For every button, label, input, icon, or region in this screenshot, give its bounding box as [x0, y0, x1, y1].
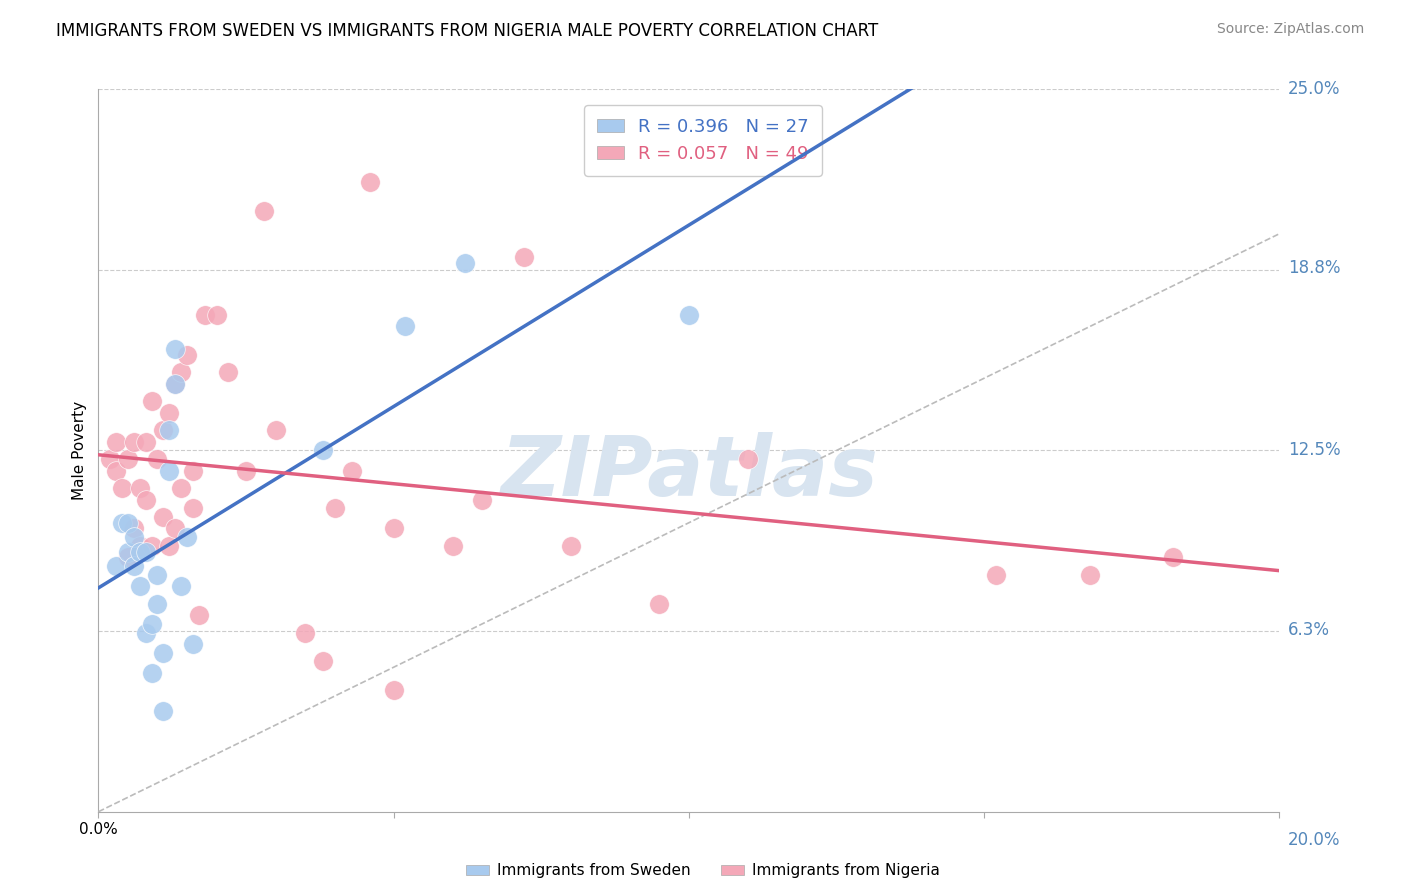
Point	[294, 625, 316, 640]
Point	[128, 481, 150, 495]
Point	[382, 683, 405, 698]
Text: 25.0%: 25.0%	[1288, 80, 1340, 98]
Point	[157, 464, 180, 478]
Point	[117, 452, 139, 467]
Point	[678, 308, 700, 322]
Point	[122, 559, 145, 574]
Text: 18.8%: 18.8%	[1288, 260, 1340, 277]
Point	[105, 434, 128, 449]
Text: ZIPatlas: ZIPatlas	[501, 432, 877, 513]
Point	[122, 521, 145, 535]
Text: IMMIGRANTS FROM SWEDEN VS IMMIGRANTS FROM NIGERIA MALE POVERTY CORRELATION CHART: IMMIGRANTS FROM SWEDEN VS IMMIGRANTS FRO…	[56, 22, 879, 40]
Point	[441, 539, 464, 553]
Point	[187, 608, 209, 623]
Point	[141, 616, 163, 631]
Point	[181, 637, 204, 651]
Legend: Immigrants from Sweden, Immigrants from Nigeria: Immigrants from Sweden, Immigrants from …	[460, 857, 946, 884]
Point	[648, 597, 671, 611]
Y-axis label: Male Poverty: Male Poverty	[72, 401, 87, 500]
Point	[165, 521, 187, 535]
Point	[235, 464, 257, 478]
Point	[135, 625, 157, 640]
Point	[1161, 550, 1184, 565]
Point	[165, 376, 187, 391]
Point	[170, 481, 193, 495]
Point	[737, 452, 759, 467]
Point	[135, 544, 157, 558]
Point	[135, 492, 157, 507]
Text: Source: ZipAtlas.com: Source: ZipAtlas.com	[1216, 22, 1364, 37]
Point	[1080, 567, 1102, 582]
Point	[141, 394, 163, 409]
Point	[157, 423, 180, 437]
Point	[117, 550, 139, 565]
Point	[157, 539, 180, 553]
Point	[146, 597, 169, 611]
Point	[122, 434, 145, 449]
Point	[135, 434, 157, 449]
Point	[170, 579, 193, 593]
Point	[111, 481, 134, 495]
Point	[323, 501, 346, 516]
Point	[253, 203, 276, 218]
Point	[128, 544, 150, 558]
Point	[117, 516, 139, 530]
Point	[165, 376, 187, 391]
Point	[471, 492, 494, 507]
Point	[170, 366, 193, 380]
Point	[394, 319, 416, 334]
Point	[117, 544, 139, 558]
Point	[98, 452, 121, 467]
Point	[194, 308, 217, 322]
Point	[512, 250, 534, 264]
Point	[560, 539, 582, 553]
Point	[157, 406, 180, 420]
Point	[181, 464, 204, 478]
Point	[105, 559, 128, 574]
Point	[111, 516, 134, 530]
Point	[128, 579, 150, 593]
Legend: R = 0.396   N = 27, R = 0.057   N = 49: R = 0.396 N = 27, R = 0.057 N = 49	[585, 105, 821, 176]
Point	[453, 255, 475, 269]
Point	[146, 452, 169, 467]
Point	[342, 464, 364, 478]
Point	[105, 464, 128, 478]
Point	[205, 308, 228, 322]
Point	[122, 530, 145, 544]
Point	[312, 443, 335, 458]
Point	[152, 510, 174, 524]
Point	[152, 423, 174, 437]
Point	[382, 521, 405, 535]
Point	[146, 567, 169, 582]
Point	[217, 366, 239, 380]
Point	[165, 343, 187, 357]
Point	[984, 567, 1007, 582]
Text: 12.5%: 12.5%	[1288, 442, 1340, 459]
Point	[141, 539, 163, 553]
Point	[176, 348, 198, 362]
Text: 20.0%: 20.0%	[1288, 831, 1340, 849]
Point	[264, 423, 287, 437]
Point	[181, 501, 204, 516]
Point	[141, 665, 163, 680]
Point	[359, 175, 381, 189]
Point	[312, 655, 335, 669]
Point	[128, 539, 150, 553]
Text: 6.3%: 6.3%	[1288, 621, 1330, 639]
Point	[152, 704, 174, 718]
Point	[152, 646, 174, 660]
Point	[176, 530, 198, 544]
